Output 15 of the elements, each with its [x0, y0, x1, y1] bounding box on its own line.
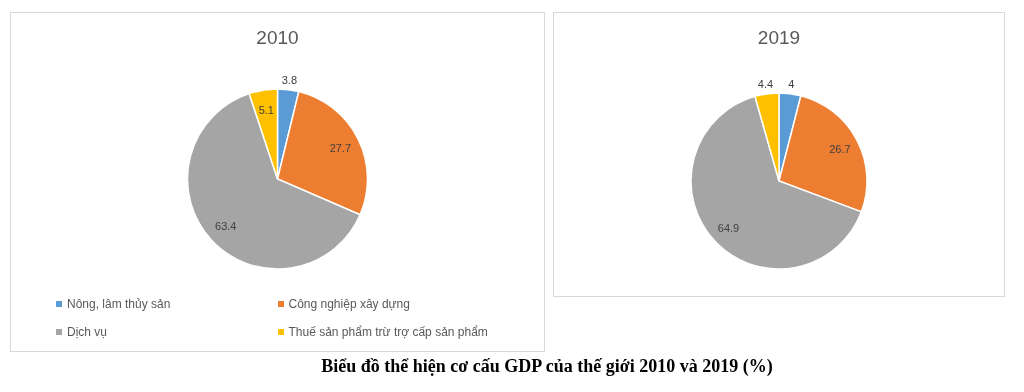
legend-label: Thuế sản phẩm trừ trợ cấp sản phẩm [288, 325, 488, 339]
legend-label: Nông, lâm thủy sản [67, 297, 171, 311]
chart-title: 2019 [756, 27, 802, 49]
data-label: 4.4 [757, 77, 774, 90]
legend-label: Công nghiệp xây dựng [288, 297, 410, 311]
data-label: 63.4 [215, 220, 237, 233]
text: Biểu đồ thể hiện cơ cấu GDP của thế giới 2010 và 2019 (%) [320, 356, 774, 377]
data-label: 5.1 [258, 103, 274, 116]
chart-title: 2010 [255, 27, 300, 49]
data-label: 3.8 [281, 73, 298, 86]
data-label: 64.9 [717, 221, 740, 234]
data-label: 27.7 [329, 141, 352, 154]
data-label: 26.7 [829, 143, 851, 156]
data-label: 4 [788, 77, 795, 90]
legend-label: Dịch vụ [67, 325, 108, 339]
